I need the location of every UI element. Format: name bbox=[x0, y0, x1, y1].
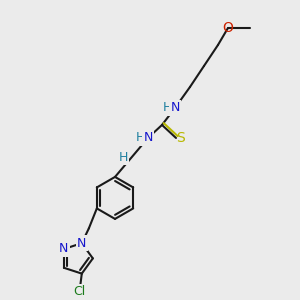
Text: Cl: Cl bbox=[74, 285, 86, 298]
Text: H: H bbox=[119, 151, 128, 164]
Text: N: N bbox=[170, 101, 180, 115]
Text: H: H bbox=[135, 131, 145, 144]
Text: N: N bbox=[77, 237, 86, 250]
Text: N: N bbox=[59, 242, 69, 256]
Text: S: S bbox=[177, 131, 185, 145]
Text: N: N bbox=[143, 131, 153, 144]
Text: O: O bbox=[223, 21, 233, 35]
Text: H: H bbox=[162, 101, 172, 115]
